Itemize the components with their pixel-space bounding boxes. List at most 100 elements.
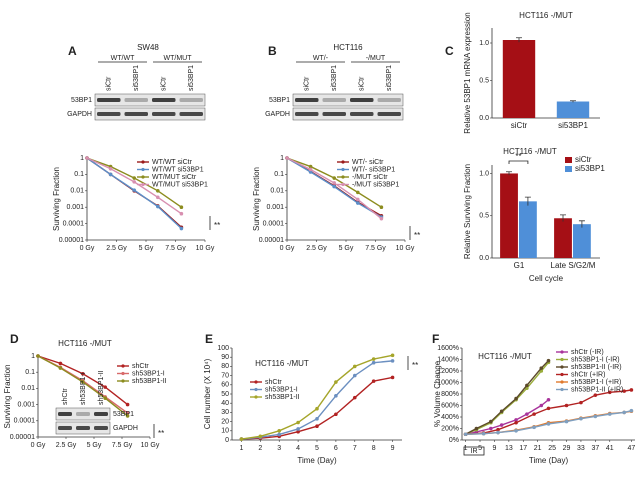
legend-label: WT/MUT si53BP1 xyxy=(152,181,208,188)
chart-title: HCT116 -/MUT xyxy=(58,339,112,348)
blot-band xyxy=(58,412,72,416)
blot-band xyxy=(322,112,346,116)
y-tick-label: 0.0001 xyxy=(63,220,85,227)
error-bar xyxy=(560,214,567,222)
y-axis-label: Relative 53BP1 mRNA expression xyxy=(463,12,472,133)
x-tick-label: 33 xyxy=(577,445,585,452)
point xyxy=(499,409,504,414)
blot-strip xyxy=(292,107,404,121)
point xyxy=(525,383,529,388)
point xyxy=(239,437,244,441)
legend-marker xyxy=(121,364,125,368)
x-tick-label: 5 xyxy=(315,445,319,452)
y-tick-label: 400% xyxy=(441,414,459,421)
y-tick-label: 0.01 xyxy=(270,188,284,195)
point xyxy=(334,380,338,384)
point xyxy=(315,417,319,421)
legend-label: WT/WT si53BP1 xyxy=(152,166,204,173)
point xyxy=(539,366,544,370)
blot-band xyxy=(152,98,176,102)
legend-label: sh53BP1-I (-IR) xyxy=(571,356,620,363)
point xyxy=(532,425,536,430)
x-tick-label: 10 Gy xyxy=(396,245,415,252)
panel-label: D xyxy=(10,332,19,346)
panel-label: C xyxy=(445,44,454,58)
y-tick-label: 1 xyxy=(31,353,35,360)
row-label: 53BP1 xyxy=(269,97,290,104)
point xyxy=(514,396,518,401)
significance: ** xyxy=(214,221,220,230)
series-line xyxy=(465,409,632,435)
point xyxy=(496,430,500,435)
y-tick-label: 600% xyxy=(441,402,459,409)
point xyxy=(58,366,63,370)
point xyxy=(564,419,569,424)
y-tick-label: 0 xyxy=(225,437,229,444)
ir-box xyxy=(463,446,485,456)
point xyxy=(179,205,184,209)
blot-band xyxy=(295,112,319,116)
panel-label: A xyxy=(68,44,77,58)
x-tick-label: 5 Gy xyxy=(139,245,154,252)
series-line xyxy=(465,389,632,435)
x-tick-label: G1 xyxy=(514,261,525,270)
point xyxy=(629,408,634,413)
x-tick-label: 2.5 Gy xyxy=(56,442,77,449)
chart-title: HCT116 -/MUT xyxy=(478,352,532,361)
legend-label: WT/- siCtr xyxy=(352,159,384,166)
point xyxy=(532,412,536,416)
blot-strip xyxy=(55,407,111,421)
y-tick-label: 0.00001 xyxy=(10,434,35,441)
point xyxy=(132,176,136,180)
bar xyxy=(554,218,572,258)
row-label: 53BP1 xyxy=(71,97,92,104)
point xyxy=(593,414,598,419)
legend-label: si53BP1 xyxy=(575,164,605,173)
legend-label: sh53BP1-II xyxy=(132,378,167,385)
y-axis-label: Cell number (X 10⁴) xyxy=(203,358,212,429)
series-line xyxy=(465,360,550,435)
blot-band xyxy=(179,98,203,102)
point xyxy=(85,156,89,160)
point xyxy=(296,429,300,434)
point xyxy=(334,394,338,398)
legend-marker xyxy=(141,167,145,172)
point xyxy=(36,354,40,358)
point xyxy=(332,181,337,185)
legend-label: -/MUT siCtr xyxy=(352,174,388,181)
point xyxy=(296,420,300,425)
blot-strip xyxy=(94,107,206,121)
point xyxy=(481,431,486,436)
point xyxy=(308,167,313,172)
legend-label: WT/- si53BP1 xyxy=(352,166,395,173)
x-axis-label: Time (Day) xyxy=(529,456,569,465)
blot-band xyxy=(322,98,346,102)
x-tick-label: 7.5 Gy xyxy=(365,245,386,252)
row-label: 53BP1 xyxy=(113,411,134,418)
y-tick-label: 30 xyxy=(221,409,229,416)
point xyxy=(179,211,184,216)
significance: ** xyxy=(412,361,418,370)
point xyxy=(514,418,518,422)
row-label: GAPDH xyxy=(113,425,138,432)
x-tick-label: 2.5 Gy xyxy=(306,245,327,252)
point xyxy=(525,412,529,416)
x-tick-label: 6 xyxy=(334,445,338,452)
legend-marker xyxy=(254,380,258,384)
point xyxy=(125,414,130,418)
blot-band xyxy=(295,98,319,102)
point xyxy=(593,393,598,397)
y-tick-label: 40 xyxy=(221,400,229,407)
point xyxy=(489,426,493,431)
group-label: WT/WT xyxy=(111,55,135,62)
lane-label: sh53BP1-II xyxy=(98,370,105,405)
y-axis-label: Relative Surviving Fraction xyxy=(463,164,472,259)
x-tick-label: 1 xyxy=(239,445,243,452)
series-line xyxy=(465,399,549,435)
error-bar xyxy=(524,196,531,206)
legend-label: sh53BP1-II (-IR) xyxy=(571,364,622,371)
point xyxy=(539,403,544,408)
legend-label: siCtr xyxy=(575,155,592,164)
point xyxy=(514,429,518,433)
y-tick-label: 200% xyxy=(441,425,459,432)
